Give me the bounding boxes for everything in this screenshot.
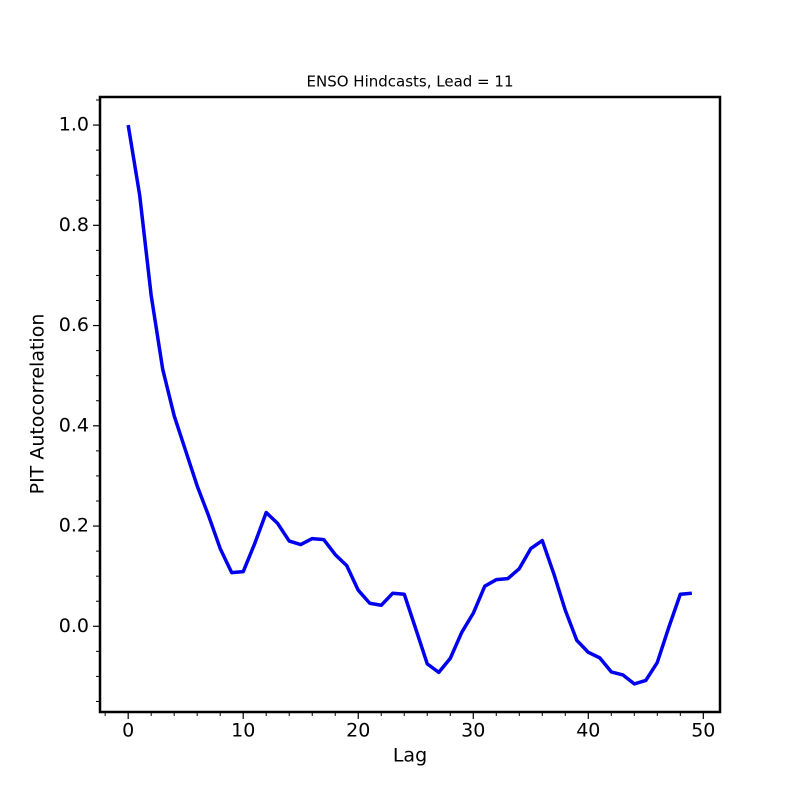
x-tick-label: 20 (346, 720, 370, 742)
x-tick-label: 40 (576, 720, 600, 742)
y-axis-label: PIT Autocorrelation (27, 314, 49, 495)
x-tick-label: 30 (461, 720, 485, 742)
x-tick-label: 0 (122, 720, 134, 742)
chart-title: ENSO Hindcasts, Lead = 11 (307, 73, 514, 91)
y-tick-label: 0.2 (59, 515, 89, 537)
x-tick-label: 50 (691, 720, 715, 742)
y-tick-label: 0.8 (59, 214, 89, 236)
y-tick-label: 1.0 (59, 114, 89, 136)
x-axis-label: Lag (393, 745, 427, 767)
x-tick-label: 10 (231, 720, 255, 742)
y-tick-label: 0.4 (59, 414, 89, 436)
plot-frame (98, 95, 722, 714)
y-tick-label: 0.0 (59, 615, 89, 637)
y-tick-label: 0.6 (59, 314, 89, 336)
data-line (126, 124, 692, 686)
